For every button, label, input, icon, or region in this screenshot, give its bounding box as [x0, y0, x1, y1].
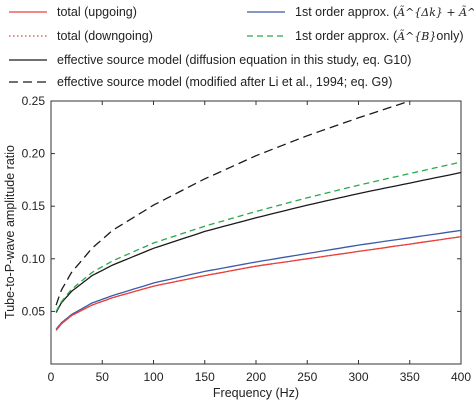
- legend-label-prefix: 1st order approx. (: [295, 5, 398, 19]
- x-axis-label: Frequency (Hz): [213, 386, 299, 400]
- x-tick-label: 150: [195, 370, 215, 384]
- legend-label-3: 1st order approx. (Ã^{B}only): [295, 29, 463, 43]
- series-line-5: [55, 101, 412, 306]
- legend-label-2: 1st order approx. (Ã^{Δk} + Ã^{B}): [295, 5, 474, 19]
- plot-area-frame: [50, 100, 462, 365]
- series-line-0: [55, 236, 461, 331]
- series-layer: [55, 101, 461, 331]
- y-axis-label: Tube-to-P-wave amplitude ratio: [3, 145, 17, 319]
- legend-label-4: effective source model (diffusion equati…: [57, 53, 411, 67]
- legend: total (upgoing) 1st order approx. (Ã^{Δk}…: [9, 5, 474, 89]
- legend-label-prefix: 1st order approx. (: [295, 29, 398, 43]
- y-tick-label: 0.05: [22, 304, 46, 318]
- series-line-3: [55, 161, 461, 312]
- legend-label-0: total (upgoing): [57, 5, 137, 19]
- x-tick-label: 300: [348, 370, 368, 384]
- legend-label-math: Ã^{B}: [396, 29, 436, 43]
- x-tick-label: 200: [246, 370, 266, 384]
- y-tick-label: 0.25: [22, 94, 46, 108]
- x-tick-label: 50: [96, 370, 110, 384]
- x-tick-label: 0: [48, 370, 55, 384]
- series-line-2: [55, 229, 461, 330]
- series-line-1: [55, 236, 461, 331]
- y-tick-label: 0.10: [22, 252, 46, 266]
- x-tick-label: 400: [451, 370, 471, 384]
- y-tick-label: 0.20: [22, 147, 46, 161]
- x-tick-label: 100: [143, 370, 163, 384]
- x-tick-label: 350: [400, 370, 420, 384]
- legend-label-suffix: only): [436, 29, 463, 43]
- legend-label-math: Ã^{Δk} + Ã^{B}: [396, 5, 474, 19]
- y-tick-label: 0.15: [22, 199, 46, 213]
- legend-label-5: effective source model (modified after L…: [57, 75, 392, 89]
- x-tick-label: 250: [297, 370, 317, 384]
- legend-label-1: total (downgoing): [57, 29, 153, 43]
- series-line-4: [55, 171, 461, 313]
- axis-ticks: 0 50 100 150 200 250 300 350 400 0.05 0.10 0.15 0.20…: [22, 94, 472, 384]
